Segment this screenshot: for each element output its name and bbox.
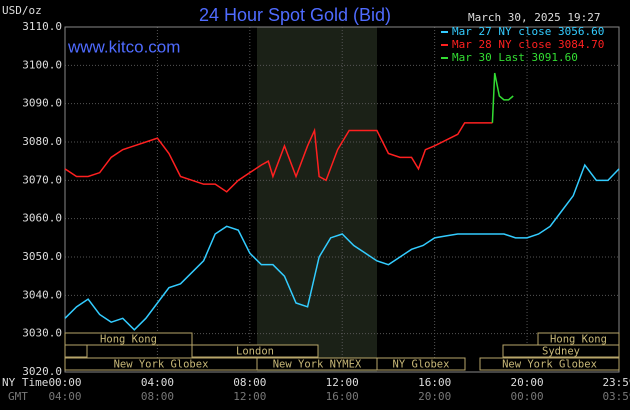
x2-tick-label: 16:00 <box>326 390 359 403</box>
chart-title: 24 Hour Spot Gold (Bid) <box>199 5 391 25</box>
timestamp: March 30, 2025 19:27 <box>468 11 600 24</box>
plot-border <box>64 26 620 373</box>
x-tick-label: 00:00 <box>48 376 81 389</box>
y-tick-label: 3060.0 <box>22 212 62 225</box>
session-label: London <box>236 346 274 358</box>
y-tick-label: 3070.0 <box>22 173 62 186</box>
x-tick-label: 20:00 <box>510 376 543 389</box>
session-label: Hong Kong <box>550 334 607 346</box>
session-box <box>64 332 193 346</box>
session-box <box>502 344 620 358</box>
session-box <box>191 344 319 358</box>
y-tick-label: 3040.0 <box>22 288 62 301</box>
x2-tick-label: 20:00 <box>418 390 451 403</box>
session-label: NY Globex <box>393 359 450 371</box>
session-label: New York Globex <box>114 359 209 371</box>
x2-tick-label: 00:00 <box>510 390 543 403</box>
session-label: New York Globex <box>502 359 597 371</box>
x-tick-label: 08:00 <box>233 376 266 389</box>
series-line <box>64 163 620 331</box>
x-label: NY Time <box>2 376 48 389</box>
session-box <box>376 357 466 371</box>
y-tick-label: 3100.0 <box>22 58 62 71</box>
x-tick-label: 04:00 <box>141 376 174 389</box>
y-tick-label: 3090.0 <box>22 97 62 110</box>
x2-tick-label: 12:00 <box>233 390 266 403</box>
nymex-shade <box>257 27 377 372</box>
x2-tick-label: 08:00 <box>141 390 174 403</box>
x-tick-label: 16:00 <box>418 376 451 389</box>
x2-tick-label: 04:00 <box>48 390 81 403</box>
source: www.kitco.com <box>67 37 180 56</box>
session-label: Sydney <box>542 346 580 358</box>
session-label: Hong Kong <box>100 334 157 346</box>
x-tick-label: 23:59 <box>602 376 630 389</box>
x2-tick-label: 03:59 <box>602 390 630 403</box>
x-tick-label: 12:00 <box>326 376 359 389</box>
legend-label: Mar 28 NY close 3084.70 <box>452 38 604 51</box>
y-tick-label: 3020.0 <box>22 365 62 378</box>
session-box <box>479 357 620 371</box>
y-tick-label: 3110.0 <box>22 20 62 33</box>
y-tick-label: 3080.0 <box>22 135 62 148</box>
series-line <box>491 72 514 123</box>
legend-label: Mar 30 Last 3091.60 <box>452 51 578 64</box>
session-box <box>64 344 88 358</box>
series-line <box>64 122 493 193</box>
x2-label: GMT <box>8 390 28 403</box>
y-tick-label: 3050.0 <box>22 250 62 263</box>
session-label: New York NYMEX <box>273 359 362 371</box>
y-tick-label: 3030.0 <box>22 327 62 340</box>
unit-label: USD/oz <box>2 4 42 17</box>
legend-label: Mar 27 NY close 3056.60 <box>452 25 604 38</box>
